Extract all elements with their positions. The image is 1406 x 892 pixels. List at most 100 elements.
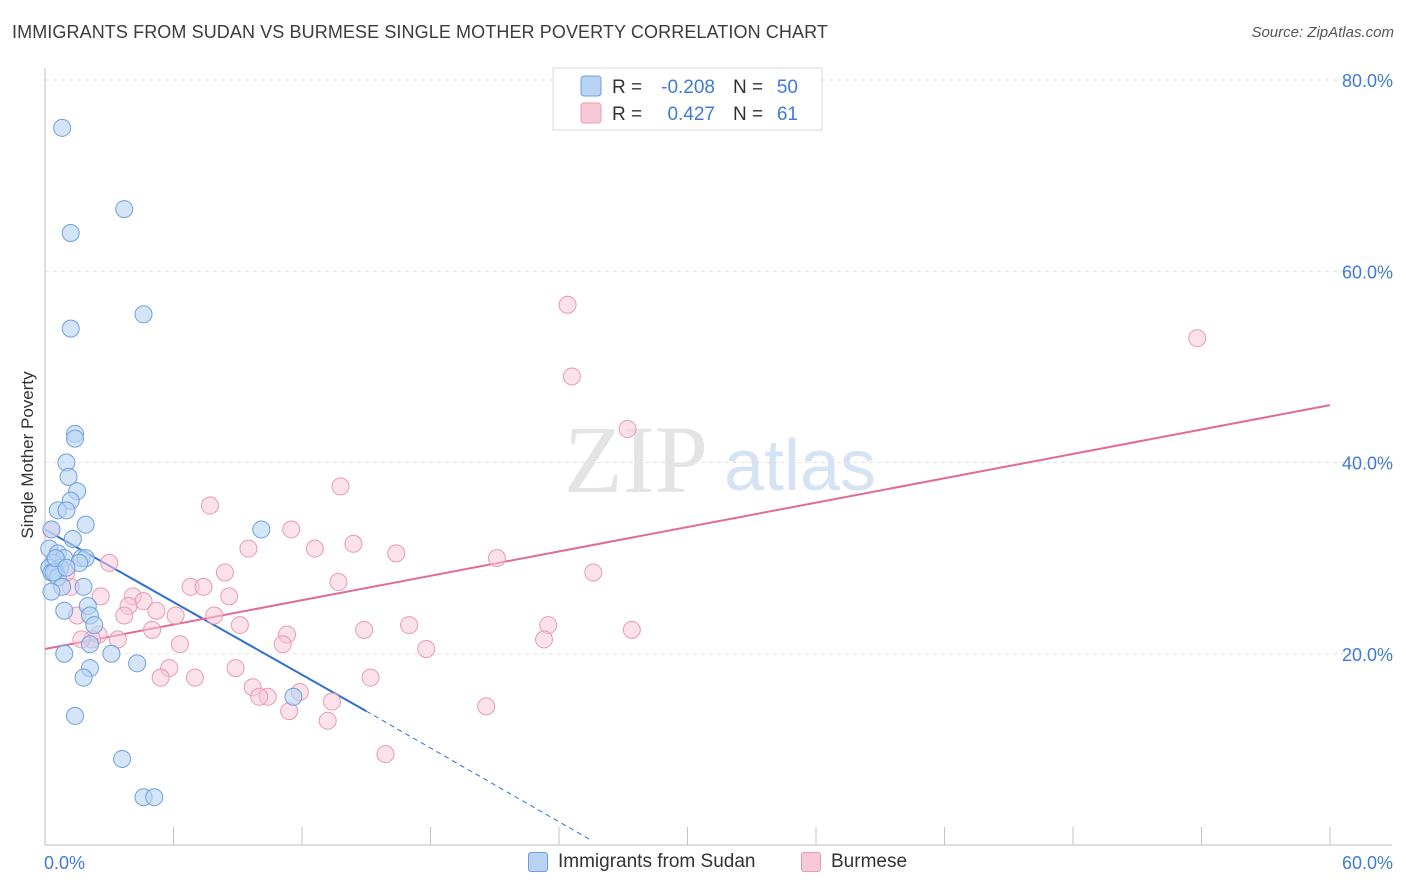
burmese-point	[185, 668, 204, 687]
burmese-point	[230, 616, 249, 635]
burmese-point	[147, 601, 166, 620]
y-tick-label: 40.0%	[1342, 454, 1393, 474]
tick-labels: 20.0% 40.0% 60.0% 80.0% 0.0% 60.0%	[44, 71, 1393, 873]
burmese-point	[226, 659, 245, 678]
burmese-point	[361, 668, 380, 687]
burmese-point	[215, 563, 234, 582]
burmese-point	[273, 635, 292, 654]
sudan-point	[85, 616, 104, 635]
sudan-point	[76, 515, 95, 534]
burmese-point	[220, 587, 239, 606]
burmese-point	[318, 711, 337, 730]
legend-swatch-sudan-icon	[528, 852, 548, 872]
sudan-point	[57, 558, 76, 577]
source-label: Source: ZipAtlas.com	[1251, 24, 1394, 41]
x-tick-label: 60.0%	[1342, 853, 1393, 873]
legend-n-label-burmese: N =	[733, 104, 763, 125]
y-tick-label: 80.0%	[1342, 71, 1393, 91]
burmese-trend-line	[44, 404, 1331, 650]
burmese-point	[344, 534, 363, 553]
burmese-point	[477, 697, 496, 716]
legend-item-sudan[interactable]: Immigrants from Sudan	[528, 851, 755, 873]
legend-n-value-burmese: 61	[777, 104, 798, 125]
sudan-point	[57, 501, 76, 520]
burmese-point	[355, 620, 374, 639]
burmese-point	[91, 587, 110, 606]
series-legend: Immigrants from Sudan Burmese	[0, 851, 1406, 879]
burmese-point	[100, 553, 119, 572]
axes	[44, 68, 1392, 846]
sudan-point	[65, 706, 84, 725]
burmese-point	[400, 616, 419, 635]
legend-r-value-sudan: -0.208	[661, 77, 715, 98]
burmese-point	[322, 692, 341, 711]
sudan-point	[63, 530, 82, 548]
sudan-point	[61, 224, 80, 242]
burmese-point	[166, 606, 185, 625]
legend-n-label-sudan: N =	[733, 77, 763, 98]
legend-r-label-sudan: R =	[612, 77, 642, 98]
sudan-point	[53, 118, 72, 137]
burmese-point	[250, 687, 269, 706]
sudan-point	[134, 305, 153, 324]
burmese-point	[205, 606, 224, 625]
sudan-trend-line	[44, 528, 367, 712]
burmese-point	[239, 539, 258, 558]
burmese-point	[622, 620, 641, 639]
burmese-point	[387, 544, 406, 563]
sudan-point	[61, 319, 80, 338]
y-tick-label: 20.0%	[1342, 645, 1393, 665]
sudan-point	[80, 635, 99, 654]
sudan-point	[252, 520, 271, 539]
burmese-point	[1188, 329, 1207, 348]
burmese-point	[535, 630, 554, 649]
sudan-point	[145, 788, 164, 807]
burmese-point	[618, 420, 637, 439]
burmese-point	[282, 520, 301, 539]
gridlines	[45, 79, 1392, 655]
burmese-point	[151, 668, 170, 687]
sudan-trend-extension	[366, 710, 592, 841]
legend-r-label-burmese: R =	[612, 104, 642, 125]
legend-item-burmese[interactable]: Burmese	[801, 851, 907, 873]
burmese-point	[170, 635, 189, 654]
x-tick-label: 0.0%	[44, 853, 85, 873]
burmese-point	[331, 477, 350, 496]
sudan-point	[74, 668, 93, 687]
watermark-atlas: atlas	[724, 426, 876, 506]
legend-label-burmese: Burmese	[831, 851, 908, 872]
trend-lines	[44, 404, 1331, 841]
burmese-point	[376, 745, 395, 764]
legend-n-value-sudan: 50	[777, 77, 798, 98]
burmese-point	[329, 573, 348, 592]
legend-swatch-sudan	[580, 75, 602, 97]
sudan-point	[115, 200, 134, 219]
burmese-point	[305, 539, 324, 558]
sudan-point	[65, 429, 84, 448]
sudan-point	[128, 654, 147, 673]
chart-title: IMMIGRANTS FROM SUDAN VS BURMESE SINGLE …	[12, 22, 828, 42]
sudan-point	[102, 644, 121, 663]
burmese-point	[200, 496, 219, 515]
data-points	[40, 118, 1207, 807]
watermark-zip: ZIP	[564, 406, 708, 513]
burmese-point	[115, 606, 134, 625]
burmese-point	[558, 295, 577, 314]
zipatlas-watermark: ZIP atlas	[564, 406, 876, 513]
y-tick-label: 60.0%	[1342, 262, 1393, 282]
burmese-point	[194, 577, 213, 596]
sudan-point	[59, 467, 78, 486]
correlation-legend: R = -0.208 N = 50 R = 0.427 N = 61	[552, 67, 823, 131]
sudan-point	[113, 749, 132, 768]
sudan-point	[55, 601, 74, 620]
sudan-point	[55, 644, 74, 663]
burmese-point	[584, 563, 603, 582]
legend-swatch-burmese	[580, 102, 602, 124]
burmese-point	[417, 639, 436, 658]
burmese-point	[562, 367, 581, 386]
legend-swatch-burmese-icon	[801, 852, 821, 872]
legend-r-value-burmese: 0.427	[667, 104, 715, 125]
sudan-point	[42, 582, 61, 601]
sudan-point	[42, 520, 61, 539]
